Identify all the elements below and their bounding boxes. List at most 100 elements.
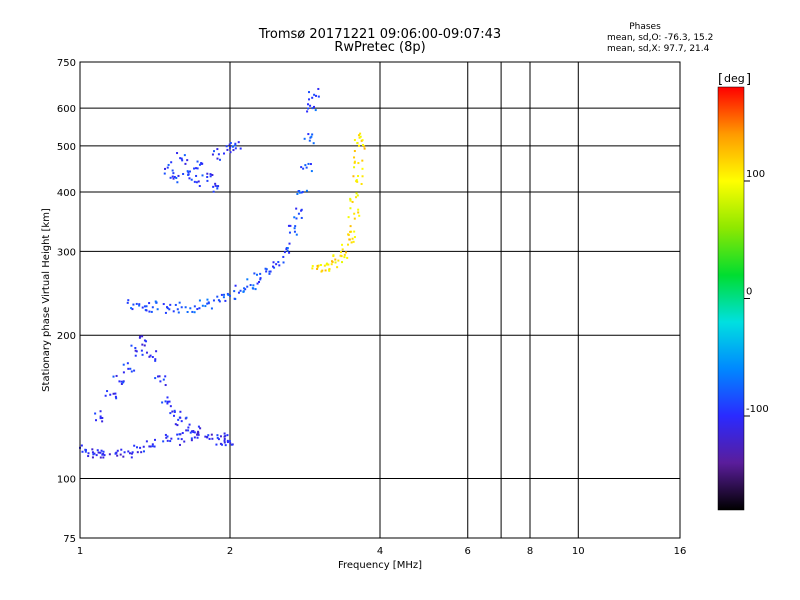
echo-point-spread (135, 302, 138, 305)
echo-point-spread (176, 181, 179, 184)
echo-point-spread (190, 178, 193, 181)
echo-point-spread (357, 134, 360, 137)
echo-point-spread (126, 301, 129, 304)
echo-point (143, 305, 146, 308)
echo-point-spread (148, 310, 151, 313)
echo-point-spread (164, 311, 167, 314)
echo-point-spread (114, 452, 117, 455)
echo-point-spread (101, 420, 104, 423)
echo-point-spread (295, 207, 298, 210)
echo-point-spread (163, 172, 166, 175)
echo-point-spread (305, 189, 308, 192)
chart-subtitle: RwPretec (8p) (334, 40, 426, 55)
echo-point-spread (294, 225, 297, 228)
echo-point-spread (345, 251, 348, 254)
echo-point-spread (353, 161, 356, 164)
echo-point-spread (339, 251, 342, 254)
echo-point-spread (340, 255, 343, 258)
echo-point (173, 175, 176, 178)
echo-point-spread (308, 139, 311, 142)
echo-point-spread (182, 172, 185, 175)
echo-point-spread (131, 308, 134, 311)
echo-point-spread (155, 301, 158, 304)
echo-point-spread (145, 351, 148, 354)
echo-point-spread (359, 135, 362, 138)
echo-point-spread (219, 435, 222, 438)
echo-point-spread (190, 430, 193, 433)
echo-point-spread (216, 434, 219, 437)
x-tick-label: 6 (465, 546, 471, 557)
echo-point-spread (310, 135, 313, 138)
echo-point-spread (173, 414, 176, 417)
echo-point-spread (234, 144, 237, 147)
echo-point-spread (142, 445, 145, 448)
echo-point-spread (314, 109, 317, 112)
echo-point-spread (233, 290, 236, 293)
echo-point-spread (166, 306, 169, 309)
echo-point-spread (99, 417, 102, 420)
echo-point-spread (130, 307, 133, 310)
echo-point-spread (201, 174, 204, 177)
echo-point-spread (220, 293, 223, 296)
echo-point-spread (145, 440, 148, 443)
echo-point-spread (353, 139, 356, 142)
echo-point-spread (193, 167, 196, 170)
echo-point-spread (193, 311, 196, 314)
echo-point-spread (216, 187, 219, 190)
echo-point-spread (115, 397, 118, 400)
echo-point-spread (283, 251, 286, 254)
echo-point-spread (96, 449, 99, 452)
echo-point-spread (224, 299, 227, 302)
echo-point (259, 278, 262, 281)
echo-point-spread (353, 166, 356, 169)
echo-point-spread (197, 425, 200, 428)
echo-point-spread (172, 172, 175, 175)
echo-point-spread (177, 418, 180, 421)
y-axis-ticks: 75 100 200 300 400 500 600 750 (57, 58, 76, 545)
echo-point-spread (242, 290, 245, 293)
echo-point-spread (211, 153, 214, 156)
echo-point-spread (349, 197, 352, 200)
echo-point-spread (361, 159, 364, 162)
echo-point (358, 136, 361, 139)
echo-point-spread (209, 175, 212, 178)
echo-point-spread (156, 308, 159, 311)
echo-point (143, 339, 146, 342)
svg-text:deg: deg (724, 72, 745, 85)
echo-point-spread (324, 269, 327, 272)
echo-point-spread (91, 448, 94, 451)
echo-point (99, 415, 102, 418)
y-tick-label: 100 (57, 475, 76, 486)
echo-point-spread (222, 293, 225, 296)
echo-point-spread (164, 384, 167, 387)
echo-point (193, 431, 196, 434)
echo-point-spread (328, 268, 331, 271)
echo-point (313, 93, 316, 96)
echo-point-spread (215, 443, 218, 446)
echo-point-spread (311, 96, 314, 99)
echo-point-spread (269, 270, 272, 273)
echo-point-spread (218, 300, 221, 303)
echo-point-spread (349, 230, 352, 233)
echo-point-spread (138, 303, 141, 306)
echo-point-spread (357, 208, 360, 211)
echo-point-spread (169, 440, 172, 443)
echo-point-spread (300, 191, 303, 194)
echo-point-spread (224, 444, 227, 447)
echo-point-spread (282, 261, 285, 264)
echo-point-spread (296, 192, 299, 195)
echo-point-spread (230, 443, 233, 446)
echo-point-spread (237, 291, 240, 294)
echo-point (357, 144, 360, 147)
echo-point (166, 439, 169, 442)
colorbar-tick-label: -100 (746, 404, 769, 415)
echo-point-spread (231, 145, 234, 148)
echo-point-spread (161, 401, 164, 404)
echo-point-spread (295, 233, 298, 236)
echo-point-spread (92, 453, 95, 456)
echo-point (135, 350, 138, 353)
echo-point-spread (298, 191, 301, 194)
echo-point-spread (172, 177, 175, 180)
echo-point-spread (229, 151, 232, 154)
